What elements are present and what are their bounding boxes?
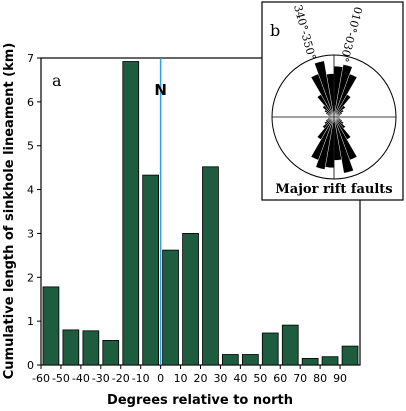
bar-7 xyxy=(182,232,199,366)
bar-11 xyxy=(261,332,279,366)
rose-petal-16 xyxy=(333,116,354,174)
bar-4 xyxy=(122,61,140,366)
y-tick-label-5: 5 xyxy=(27,140,34,153)
histogram-bars xyxy=(42,61,359,366)
panel-b-label: b xyxy=(270,21,280,40)
x-tick-label-14: 80 xyxy=(313,372,327,385)
x-axis-ticks: -60 -50 -40 -30 -20 -10 0 10 20 30 40 50 60 70 80 90 xyxy=(32,365,347,385)
rose-petal-21 xyxy=(316,116,335,140)
x-tick-label-1: -50 xyxy=(52,372,70,385)
rose-title: Major rift faults xyxy=(275,182,392,197)
rose-petal-22 xyxy=(322,116,335,129)
bar-9 xyxy=(221,354,239,366)
rose-petal-6 xyxy=(333,112,343,118)
bar-3 xyxy=(102,339,120,366)
rose-petal-5 xyxy=(333,109,344,118)
y-axis-title: Cumulative length of sinkhole lineament … xyxy=(2,43,17,380)
north-label: N xyxy=(154,81,167,99)
bar-8 xyxy=(202,166,219,366)
y-tick-label-1: 1 xyxy=(27,315,34,328)
x-tick-label-9: 30 xyxy=(213,372,227,385)
rose-petal-1 xyxy=(333,64,353,118)
bar-6 xyxy=(162,249,179,366)
rose-petal-23 xyxy=(324,116,335,125)
x-tick-label-2: -40 xyxy=(72,372,90,385)
x-tick-label-0: -60 xyxy=(32,372,50,385)
bar-15 xyxy=(341,345,359,366)
y-tick-label-2: 2 xyxy=(27,271,34,284)
y-tick-label-6: 6 xyxy=(27,96,34,109)
y-tick-label-4: 4 xyxy=(27,184,34,197)
rose-petal-34 xyxy=(314,60,335,118)
y-tick-label-0: 0 xyxy=(27,359,34,372)
bar-13 xyxy=(301,357,319,366)
bar-10 xyxy=(241,354,259,366)
x-axis-title: Degrees relative to north xyxy=(107,393,293,408)
bar-14 xyxy=(321,356,339,366)
rose-petal-20 xyxy=(310,116,335,161)
x-tick-label-4: -20 xyxy=(112,372,130,385)
rose-petal-7 xyxy=(333,114,341,118)
x-tick-label-10: 40 xyxy=(233,372,247,385)
x-tick-label-8: 20 xyxy=(194,372,208,385)
bar-5 xyxy=(142,174,159,366)
histogram-panel: N a -60 -50 -40 -30 -20 -10 0 10 20 30 40 50 60 70 80 9… xyxy=(2,43,361,408)
x-tick-label-3: -30 xyxy=(92,372,110,385)
rose-petal-3 xyxy=(333,94,352,118)
rose-petal-19 xyxy=(315,116,335,170)
x-tick-label-15: 90 xyxy=(333,372,347,385)
bar-2 xyxy=(82,330,100,366)
x-tick-label-7: 10 xyxy=(174,372,188,385)
y-axis-ticks: 0 1 2 3 4 5 6 7 xyxy=(27,52,41,372)
x-tick-label-5: -10 xyxy=(132,372,150,385)
bar-1 xyxy=(62,329,80,366)
rose-diagram-inset: b 340°-350° 010°-030° Major rift faults xyxy=(261,1,404,201)
x-tick-label-11: 50 xyxy=(253,372,267,385)
y-tick-label-7: 7 xyxy=(27,52,34,65)
rose-petals xyxy=(310,60,358,174)
rose-petal-25 xyxy=(327,116,335,120)
rose-petal-24 xyxy=(325,116,335,122)
x-tick-label-6: 0 xyxy=(157,372,164,385)
rose-petal-4 xyxy=(333,105,346,118)
rose-petal-2 xyxy=(333,73,358,118)
bar-0 xyxy=(42,286,60,366)
x-tick-label-13: 70 xyxy=(293,372,307,385)
panel-a-label: a xyxy=(52,71,62,90)
bar-12 xyxy=(281,324,299,366)
x-tick-label-12: 60 xyxy=(273,372,287,385)
y-tick-label-3: 3 xyxy=(27,227,34,240)
